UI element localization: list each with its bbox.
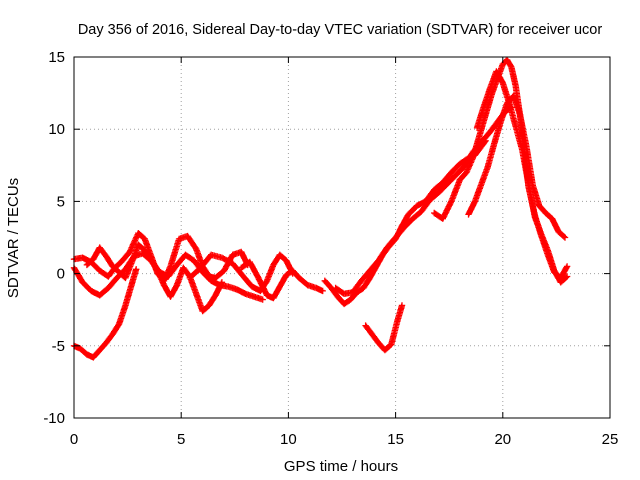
x-tick-label: 0 [70,431,78,448]
series-track-12 [473,68,571,286]
y-tick-label: -5 [52,338,65,355]
y-tick-label: 0 [57,266,65,283]
x-tick-label: 10 [280,431,297,448]
plus-markers [473,68,571,286]
y-tick-label: 15 [48,49,65,66]
plus-markers [186,251,296,295]
y-axis-label: SDTVAR / TECUs [5,178,22,298]
series-track-5 [186,251,296,295]
axis-layer: 0 5 10 15 20 25 -10 -5 0 5 10 15 [43,49,618,448]
x-tick-label: 20 [494,431,511,448]
series-track-6 [238,258,326,302]
plus-markers [83,241,226,315]
x-tick-label: 5 [177,431,185,448]
x-tick-label: 25 [602,431,619,448]
plus-markers [362,302,406,354]
grid-layer [74,57,610,418]
y-tick-label: -10 [43,410,65,427]
data-layer [70,56,571,361]
series-track-4 [83,241,226,315]
x-axis-label: GPS time / hours [284,458,398,475]
y-tick-label: 10 [48,121,65,138]
x-tick-label: 15 [387,431,404,448]
chart-title: Day 356 of 2016, Sidereal Day-to-day VTE… [78,22,603,38]
series-track-11 [465,92,569,241]
series-track-9 [362,302,406,354]
plus-markers [465,92,569,241]
plot-frame [73,56,611,419]
y-tick-label: 5 [57,193,65,210]
plus-markers [238,258,326,302]
